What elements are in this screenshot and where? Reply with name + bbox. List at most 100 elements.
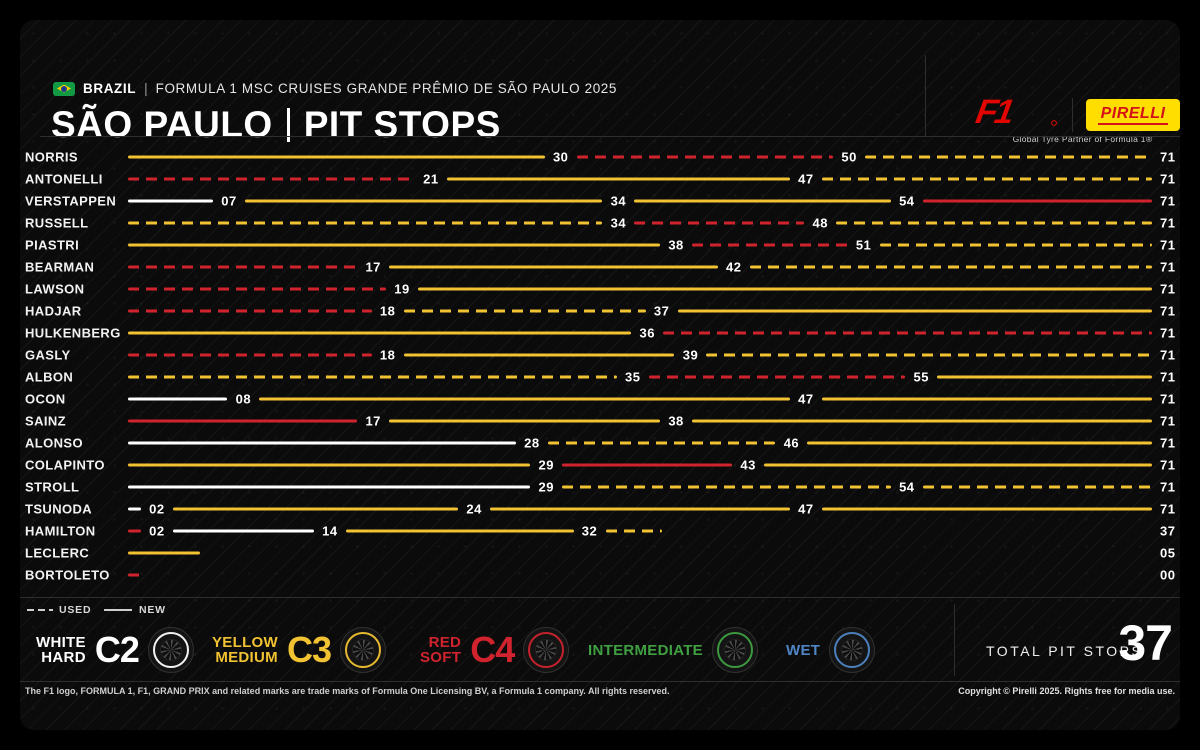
pit-lap-label: 34 <box>610 215 627 231</box>
driver-name: LECLERC <box>25 545 90 561</box>
stint-segment-soft-used <box>576 155 834 159</box>
pit-lap-label: 19 <box>394 281 410 297</box>
pit-lap-label: 08 <box>235 391 252 407</box>
pit-lap-label: 54 <box>899 193 915 209</box>
total-pit-stops-value: 37 <box>1118 615 1173 671</box>
stint-segment-soft-new <box>128 419 358 423</box>
stint-segment-medium-used <box>879 243 1152 247</box>
pit-lap-label: 29 <box>538 457 554 473</box>
stint-segment-medium-new <box>128 551 201 555</box>
stint-segment-hard-new <box>128 485 531 489</box>
infographic-card: BRAZIL | FORMULA 1 MSC CRUISES GRANDE PR… <box>20 20 1180 730</box>
stint-segment-hard-new <box>128 199 213 203</box>
pit-lap-label: 30 <box>552 149 569 165</box>
stint-segment-medium-new <box>807 441 1152 445</box>
driver-row: ANTONELLI 21 47 71 <box>0 168 1200 190</box>
stint-segment-hard-new <box>172 529 314 533</box>
pit-lap-label: 50 <box>841 149 857 165</box>
stint-segment-medium-used <box>706 353 1152 357</box>
laps-completed-label: 37 <box>1160 523 1176 539</box>
driver-row: HAMILTON 02 14 32 37 <box>0 520 1200 542</box>
laps-completed-label: 71 <box>1160 501 1176 517</box>
pit-lap-label: 28 <box>524 435 540 451</box>
header-separator: | <box>144 81 148 96</box>
stint-segment-medium-used <box>562 485 891 489</box>
pit-lap-label: 38 <box>668 237 684 253</box>
legend-top-divider <box>20 597 1180 598</box>
driver-row: VERSTAPPEN 07 34 54 71 <box>0 190 1200 212</box>
footer-left-text: The F1 logo, FORMULA 1, F1, GRAND PRIX a… <box>25 686 670 696</box>
pit-lap-label: 17 <box>365 259 381 275</box>
stint-segment-medium-new <box>677 309 1152 313</box>
header-divider <box>40 136 1180 137</box>
stint-segment-soft-used <box>128 353 372 357</box>
driver-name: GASLY <box>25 347 71 363</box>
compound-label: WET <box>786 641 821 659</box>
laps-completed-label: 71 <box>1160 193 1176 209</box>
stint-segment-hard-new <box>128 441 516 445</box>
compound-item: YELLOW MEDIUM C3 <box>212 624 386 676</box>
driver-row: NORRIS 30 50 71 <box>0 146 1200 168</box>
compound-item: WHITE HARD C2 <box>36 624 194 676</box>
title-divider <box>286 108 290 142</box>
compound-code: C4 <box>470 629 515 670</box>
driver-row: HADJAR 18 37 71 <box>0 300 1200 322</box>
pit-lap-label: 54 <box>899 479 915 495</box>
driver-row: TSUNODA 02 24 47 71 <box>0 498 1200 520</box>
laps-completed-label: 71 <box>1160 303 1176 319</box>
stint-segment-medium-new <box>244 199 603 203</box>
driver-row: SAINZ 17 38 71 <box>0 410 1200 432</box>
driver-row: BORTOLETO 00 <box>0 564 1200 586</box>
pit-lap-label: 37 <box>653 303 670 319</box>
event-title: FORMULA 1 MSC CRUISES GRANDE PRÊMIO DE S… <box>155 81 618 96</box>
stint-segment-medium-used <box>547 441 776 445</box>
driver-row: PIASTRI 38 51 71 <box>0 234 1200 256</box>
pit-lap-label: 21 <box>423 171 439 187</box>
partner-caption: Global Tyre Partner of Formula 1® <box>1012 134 1153 144</box>
laps-completed-label: 71 <box>1160 391 1176 407</box>
stint-segment-medium-new <box>403 353 675 357</box>
legend-vertical-divider <box>954 604 955 676</box>
stint-segment-medium-new <box>172 507 459 511</box>
driver-row: HULKENBERG 36 71 <box>0 322 1200 344</box>
compound-label: WHITE HARD <box>36 634 86 666</box>
stint-segment-medium-new <box>259 397 790 401</box>
driver-row: ALBON 35 55 71 <box>0 366 1200 388</box>
pit-lap-label: 32 <box>581 523 598 539</box>
compound-label: INTERMEDIATE <box>588 641 703 659</box>
country-label: BRAZIL <box>83 81 137 96</box>
driver-row: RUSSELL 34 48 71 <box>0 212 1200 234</box>
stint-segment-medium-new <box>418 287 1152 291</box>
driver-name: SAINZ <box>25 413 66 429</box>
pit-lap-label: 36 <box>639 325 655 341</box>
driver-name: ALBON <box>25 369 74 385</box>
total-pit-stops-label: TOTAL PIT STOPS <box>986 643 1144 659</box>
stint-segment-medium-new <box>389 265 718 269</box>
pit-lap-label: 18 <box>379 303 396 319</box>
tire-icon <box>829 627 876 673</box>
pit-lap-label: 47 <box>798 391 814 407</box>
laps-completed-label: 71 <box>1160 413 1176 429</box>
stint-segment-medium-used <box>403 309 646 313</box>
stint-segment-medium-new <box>128 463 531 467</box>
stint-segment-soft-used <box>634 221 805 225</box>
driver-name: NORRIS <box>25 149 78 165</box>
stint-segment-medium-used <box>128 375 617 379</box>
stint-segment-medium-new <box>128 331 632 335</box>
driver-row: COLAPINTO 29 43 71 <box>0 454 1200 476</box>
laps-completed-label: 71 <box>1160 479 1176 495</box>
brazil-flag-icon <box>53 81 75 96</box>
pit-lap-label: 46 <box>783 435 800 451</box>
compound-item: RED SOFT C4 <box>420 624 570 676</box>
stint-segment-medium-new <box>692 419 1152 423</box>
laps-completed-label: 71 <box>1160 171 1176 187</box>
compound-label: RED SOFT <box>420 634 462 666</box>
stint-segment-medium-used <box>836 221 1152 225</box>
pit-lap-label: 42 <box>726 259 742 275</box>
driver-name: COLAPINTO <box>25 457 105 473</box>
new-line-sample <box>104 609 132 611</box>
stint-segment-medium-new <box>389 419 661 423</box>
driver-name: STROLL <box>25 479 80 495</box>
